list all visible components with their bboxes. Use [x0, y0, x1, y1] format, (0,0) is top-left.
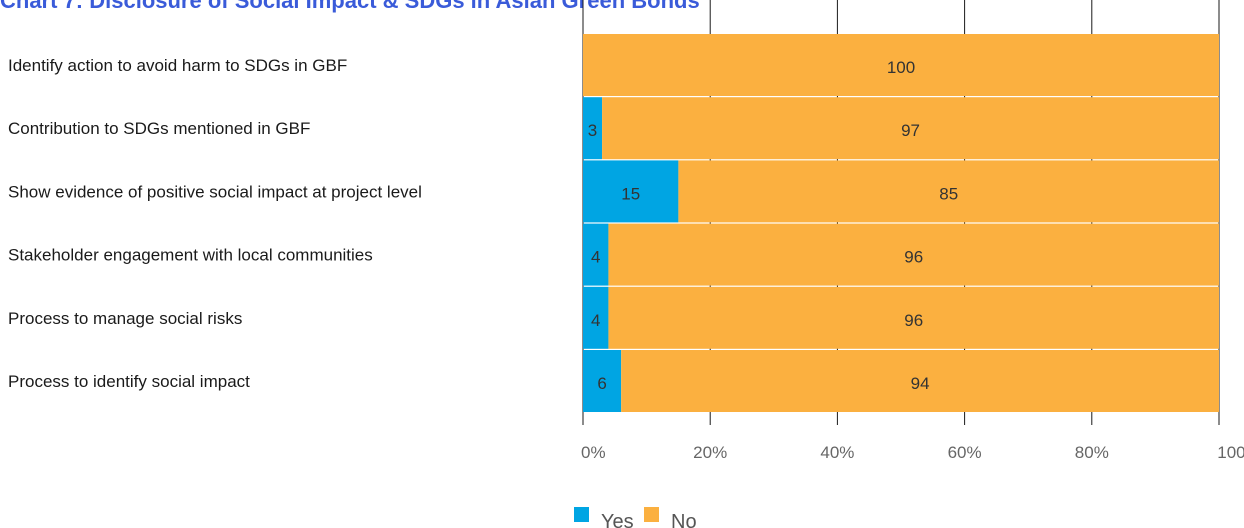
x-tick-label-1: 20%	[693, 443, 727, 462]
data-label-no-4: 96	[904, 311, 923, 330]
category-labels: Identify action to avoid harm to SDGs in…	[8, 56, 422, 391]
x-tick-label-5: 100%	[1217, 443, 1244, 462]
x-tick-label-2: 40%	[820, 443, 854, 462]
data-label-no-0: 100	[887, 58, 915, 77]
x-tick-label-0: 0%	[581, 443, 606, 462]
x-axis-ticks: 0% 20% 40% 60% 80% 100%	[581, 443, 1244, 462]
bar-yes-5	[583, 350, 622, 412]
chart-title: Chart 7: Disclosure of Social Impact & S…	[0, 0, 700, 13]
data-label-yes-2: 15	[621, 184, 640, 203]
data-label-yes-4: 4	[591, 311, 600, 330]
x-tick-label-4: 80%	[1075, 443, 1109, 462]
data-label-no-1: 97	[901, 121, 920, 140]
bar-yes-1	[583, 97, 603, 160]
bar-no-5	[621, 350, 1219, 412]
bar-yes-3	[583, 223, 609, 286]
x-tick-label-3: 60%	[948, 443, 982, 462]
data-label-yes-1: 3	[588, 121, 597, 140]
legend-label-no: No	[671, 511, 697, 528]
data-label-yes-3: 4	[591, 248, 600, 267]
bar-no-4	[608, 286, 1219, 349]
legend-swatch-no	[644, 507, 659, 522]
bar-no-3	[608, 223, 1219, 286]
legend-swatch-yes	[574, 507, 589, 522]
legend: Yes No	[574, 507, 697, 528]
bar-yes-4	[583, 286, 609, 349]
bars: 100 3 97 15 85 4 96 4 96 6 94	[583, 34, 1219, 412]
bar-no-2	[678, 160, 1219, 223]
category-label-5: Process to identify social impact	[8, 372, 250, 391]
bar-yes-2	[583, 160, 679, 223]
category-label-3: Stakeholder engagement with local commun…	[8, 246, 373, 265]
category-label-1: Contribution to SDGs mentioned in GBF	[8, 119, 310, 138]
bar-no-1	[602, 97, 1219, 160]
data-label-no-5: 94	[911, 374, 930, 393]
legend-label-yes: Yes	[601, 511, 634, 528]
data-label-no-3: 96	[904, 248, 923, 267]
category-label-2: Show evidence of positive social impact …	[8, 182, 422, 201]
data-label-no-2: 85	[939, 184, 958, 203]
category-label-4: Process to manage social risks	[8, 309, 242, 328]
category-label-0: Identify action to avoid harm to SDGs in…	[8, 56, 347, 75]
data-label-yes-5: 6	[597, 374, 606, 393]
bar-no-0	[583, 34, 1219, 96]
